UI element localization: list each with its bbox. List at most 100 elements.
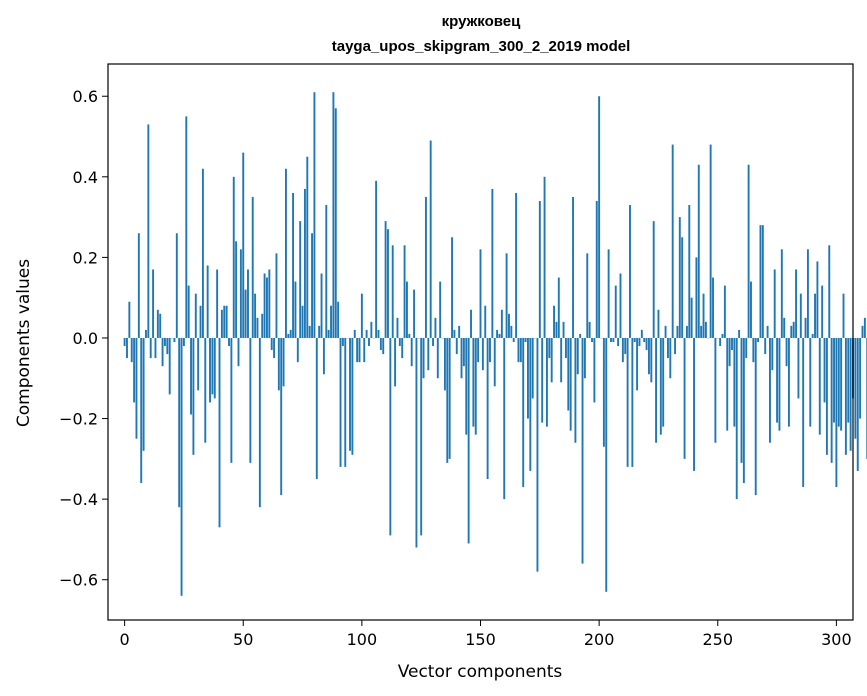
y-tick-label: −0.6 bbox=[59, 571, 98, 590]
bar-295 bbox=[823, 337, 826, 403]
bar-13 bbox=[154, 337, 157, 359]
bar-194 bbox=[583, 337, 586, 379]
bar-95 bbox=[349, 337, 351, 451]
bar-70 bbox=[289, 329, 292, 338]
bar-76 bbox=[303, 188, 306, 338]
bar-284 bbox=[797, 337, 800, 399]
bar-253 bbox=[723, 285, 726, 338]
bar-152 bbox=[484, 305, 487, 338]
bar-276 bbox=[778, 337, 781, 431]
bar-19 bbox=[168, 337, 171, 395]
bar-264 bbox=[750, 281, 752, 338]
bar-75 bbox=[301, 305, 304, 338]
bar-29 bbox=[192, 337, 195, 455]
bar-116 bbox=[398, 337, 401, 347]
bar-8 bbox=[142, 337, 145, 451]
bar-182 bbox=[555, 321, 558, 338]
bar-296 bbox=[825, 337, 828, 455]
bar-104 bbox=[370, 321, 373, 338]
bar-103 bbox=[368, 337, 370, 347]
bar-107 bbox=[377, 329, 380, 338]
bar-163 bbox=[510, 325, 513, 338]
bar-60 bbox=[266, 277, 268, 338]
bar-131 bbox=[434, 317, 437, 338]
bar-236 bbox=[683, 337, 686, 459]
y-tick-label: 0.4 bbox=[73, 168, 98, 187]
x-tick-label: 100 bbox=[347, 630, 378, 649]
bar-234 bbox=[678, 217, 681, 338]
bar-222 bbox=[650, 337, 653, 383]
bar-118 bbox=[403, 245, 406, 338]
bar-90 bbox=[337, 301, 340, 338]
bar-86 bbox=[327, 329, 330, 338]
bar-180 bbox=[550, 337, 553, 383]
bar-205 bbox=[610, 337, 612, 342]
bar-123 bbox=[415, 337, 418, 548]
bar-302 bbox=[840, 337, 843, 431]
bar-63 bbox=[273, 337, 276, 359]
bar-120 bbox=[408, 333, 411, 338]
bar-272 bbox=[769, 337, 771, 443]
bar-45 bbox=[230, 337, 233, 463]
bar-17 bbox=[163, 337, 166, 347]
bar-238 bbox=[688, 205, 691, 338]
bar-7 bbox=[140, 337, 143, 484]
bar-294 bbox=[821, 285, 824, 338]
bar-216 bbox=[636, 337, 639, 391]
bar-255 bbox=[728, 337, 731, 367]
bar-40 bbox=[218, 337, 221, 528]
bar-166 bbox=[517, 337, 520, 363]
bar-287 bbox=[804, 317, 807, 338]
bar-230 bbox=[669, 337, 672, 379]
bar-155 bbox=[491, 188, 494, 338]
bar-44 bbox=[228, 337, 230, 347]
bar-58 bbox=[261, 313, 264, 338]
bar-227 bbox=[662, 337, 665, 427]
bar-55 bbox=[254, 293, 257, 338]
bar-151 bbox=[481, 337, 484, 371]
bar-138 bbox=[451, 237, 453, 338]
bar-145 bbox=[467, 337, 470, 544]
bar-299 bbox=[833, 337, 835, 423]
bar-66 bbox=[280, 337, 283, 496]
bar-185 bbox=[562, 321, 565, 338]
bar-37 bbox=[211, 337, 214, 395]
bar-162 bbox=[508, 313, 510, 338]
bar-15 bbox=[159, 313, 162, 338]
bar-171 bbox=[529, 337, 532, 471]
bar-288 bbox=[806, 249, 809, 338]
bar-74 bbox=[299, 221, 302, 338]
bar-21 bbox=[173, 337, 176, 342]
bar-186 bbox=[564, 337, 567, 359]
bar-304 bbox=[844, 337, 847, 455]
bar-203 bbox=[605, 337, 608, 592]
bar-54 bbox=[251, 196, 254, 338]
bar-100 bbox=[360, 293, 363, 338]
bar-143 bbox=[462, 337, 465, 367]
bar-136 bbox=[446, 337, 449, 463]
bar-64 bbox=[275, 253, 278, 338]
bar-133 bbox=[439, 281, 442, 338]
bar-31 bbox=[197, 337, 200, 391]
bar-147 bbox=[472, 337, 475, 427]
bar-179 bbox=[548, 337, 551, 359]
bar-24 bbox=[180, 337, 183, 596]
bar-190 bbox=[574, 337, 577, 443]
bar-278 bbox=[783, 317, 786, 338]
bar-169 bbox=[524, 337, 527, 342]
bar-132 bbox=[436, 337, 439, 379]
bar-298 bbox=[830, 337, 833, 463]
bar-48 bbox=[237, 337, 240, 367]
bar-142 bbox=[460, 337, 463, 379]
bar-65 bbox=[277, 337, 280, 391]
bar-41 bbox=[220, 309, 223, 338]
bar-257 bbox=[733, 337, 736, 427]
bar-89 bbox=[334, 108, 337, 338]
bar-285 bbox=[799, 293, 802, 338]
bar-113 bbox=[391, 245, 394, 338]
bar-23 bbox=[178, 337, 181, 508]
bar-243 bbox=[700, 325, 703, 338]
bar-244 bbox=[702, 293, 705, 338]
y-axis-label: Components values bbox=[14, 259, 34, 427]
bar-286 bbox=[802, 337, 805, 488]
